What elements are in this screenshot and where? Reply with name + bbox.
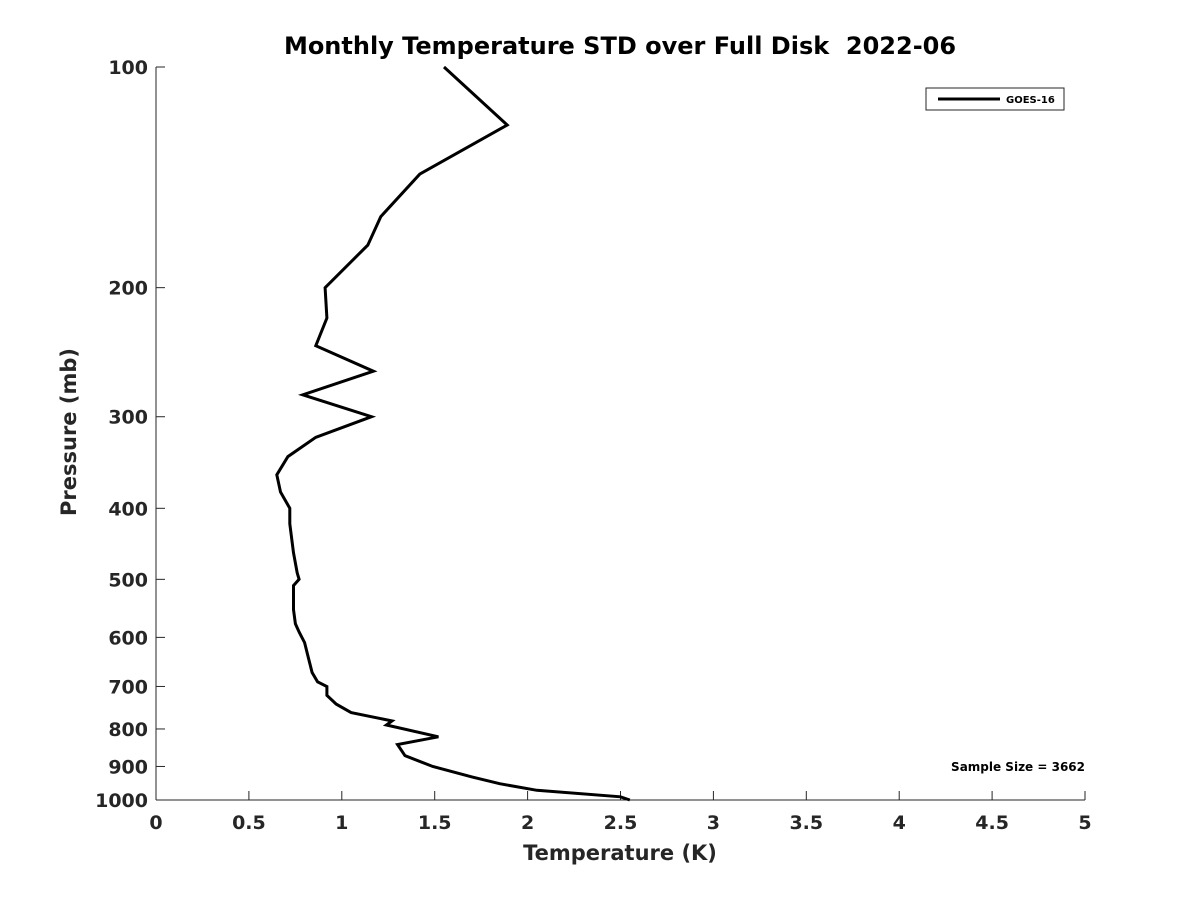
y-tick-label: 600	[108, 627, 148, 649]
x-tick-label: 1.5	[418, 812, 452, 834]
legend-label: GOES-16	[1006, 95, 1055, 106]
y-tick-label: 400	[108, 498, 148, 520]
x-tick-label: 4.5	[975, 812, 1009, 834]
x-tick-label: 2.5	[604, 812, 638, 834]
y-axis-label: Pressure (mb)	[57, 348, 81, 516]
y-tick-label: 900	[108, 756, 148, 778]
x-tick-label: 0.5	[232, 812, 266, 834]
y-tick-label: 300	[108, 407, 148, 429]
x-tick-label: 3.5	[789, 812, 823, 834]
x-axis-ticks: 0 0.5 1 1.5 2 2.5 3 3.5 4 4.5 5	[149, 791, 1092, 834]
axes	[155, 67, 1085, 801]
y-tick-label: 200	[108, 278, 148, 300]
sample-size-annotation: Sample Size = 3662	[951, 760, 1085, 774]
x-tick-label: 2	[521, 812, 534, 834]
y-tick-label: 500	[108, 569, 148, 591]
series-layer	[275, 65, 631, 802]
x-tick-label: 5	[1078, 812, 1091, 834]
x-tick-label: 4	[893, 812, 906, 834]
x-axis-label: Temperature (K)	[523, 841, 717, 865]
y-axis-ticks: 100 200 300 400 500 600 700 800 900 1000	[95, 57, 165, 812]
y-tick-label: 700	[108, 676, 148, 698]
x-tick-label: 1	[335, 812, 348, 834]
legend: GOES-16	[925, 87, 1065, 111]
chart-title: Monthly Temperature STD over Full Disk 2…	[284, 32, 956, 60]
y-tick-label: 800	[108, 719, 148, 741]
y-tick-label: 1000	[95, 790, 148, 812]
series-line-goes-16	[275, 65, 631, 802]
x-tick-label: 0	[149, 812, 162, 834]
x-tick-label: 3	[707, 812, 720, 834]
y-tick-label: 100	[108, 57, 148, 79]
